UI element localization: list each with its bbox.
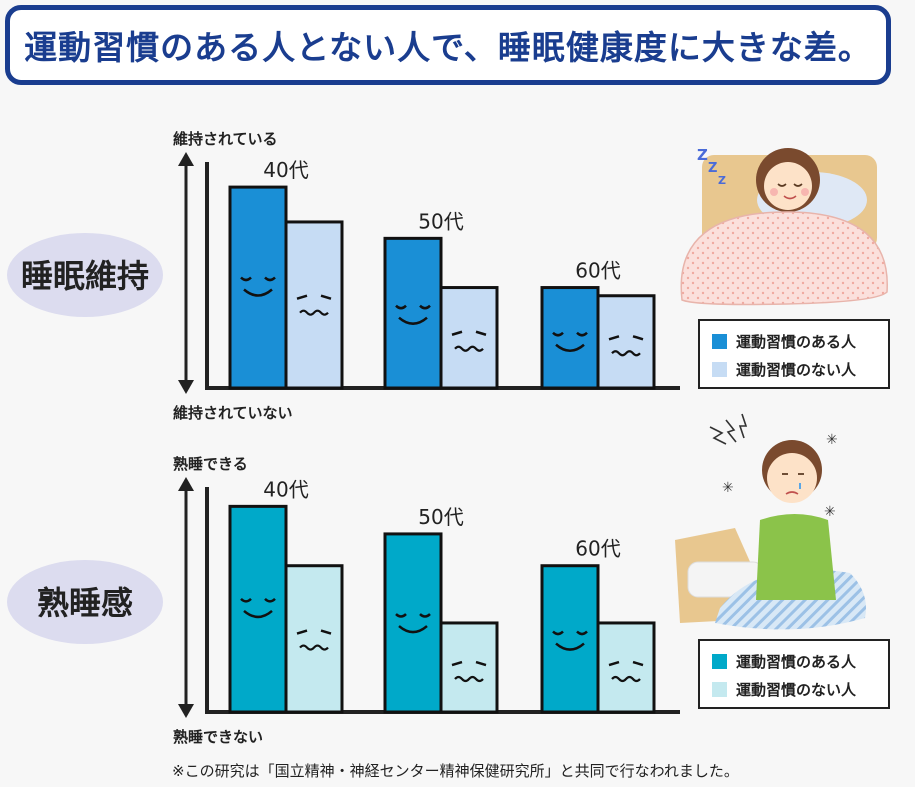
axis-frame <box>205 162 680 390</box>
bar-with-exercise <box>540 286 600 390</box>
frowning-face-icon <box>451 330 487 352</box>
arrow-up-head <box>178 152 194 166</box>
sleeping-woman-illustration: Z Z Z <box>680 146 888 306</box>
category-label: 60代 <box>575 259 620 283</box>
bar-without-exercise <box>284 220 344 390</box>
frowning-face-icon <box>608 335 644 357</box>
bar-with-exercise <box>540 564 600 714</box>
legend-label: 運動習慣のある人 <box>736 333 857 351</box>
legend-swatch <box>712 682 727 697</box>
arrow-down-head <box>178 704 194 718</box>
svg-text:✳: ✳ <box>824 504 836 520</box>
legend-swatch <box>712 334 727 349</box>
category-label: 40代 <box>263 158 308 182</box>
bar-without-exercise <box>439 621 499 714</box>
page-title: 運動習慣のある人とない人で、睡眠健康度に大きな差。 <box>24 28 872 67</box>
frowning-face-icon <box>451 660 487 683</box>
bar-with-exercise <box>383 236 443 390</box>
footnote: ※この研究は「国立精神・神経センター精神保健研究所」と共同で行なわれました。 <box>172 762 739 780</box>
svg-text:✳: ✳ <box>722 480 734 496</box>
frowning-face-icon <box>296 629 332 651</box>
smiling-face-icon <box>395 304 431 325</box>
smiling-face-icon <box>240 276 276 297</box>
y-label-bottom: 熟睡できない <box>173 728 263 746</box>
smiling-face-icon <box>552 630 588 651</box>
bar-without-exercise <box>439 286 499 390</box>
category-label: 60代 <box>575 537 620 561</box>
bar-without-exercise <box>596 294 656 390</box>
frowning-face-icon <box>296 294 332 316</box>
legend-swatch <box>712 654 727 669</box>
legend-label: 運動習慣のない人 <box>736 361 857 379</box>
bar-without-exercise <box>284 564 344 714</box>
bar-without-exercise <box>596 621 656 714</box>
legend-box <box>698 319 890 389</box>
chart-title: 熟睡感 <box>37 584 133 622</box>
arrow-up-head <box>178 477 194 491</box>
y-label-top: 維持されている <box>173 130 278 148</box>
y-label-top: 熟睡できる <box>173 455 248 473</box>
chart-title: 睡眠維持 <box>21 257 149 295</box>
chart-title-pill <box>7 560 163 644</box>
title-banner: 運動習慣のある人とない人で、睡眠健康度に大きな差。 <box>5 5 891 85</box>
legend-label: 運動習慣のない人 <box>736 681 857 699</box>
category-label: 40代 <box>263 477 308 501</box>
category-label: 50代 <box>418 209 463 233</box>
legend-swatch <box>712 362 727 377</box>
chart-title-pill <box>7 233 163 317</box>
svg-text:Z: Z <box>718 174 726 187</box>
svg-text:Z: Z <box>708 161 717 176</box>
svg-text:Z: Z <box>697 146 708 164</box>
smiling-face-icon <box>240 597 276 619</box>
tired-man-illustration: ✳ ✳ ✳ <box>675 413 866 630</box>
bar-with-exercise <box>383 532 443 714</box>
category-label: 50代 <box>418 505 463 529</box>
legend-box <box>698 639 890 709</box>
smiling-face-icon <box>552 331 588 352</box>
axis-frame <box>205 487 680 714</box>
arrow-down-head <box>178 380 194 394</box>
bar-with-exercise <box>228 185 288 390</box>
svg-text:✳: ✳ <box>826 432 838 448</box>
y-label-bottom: 維持されていない <box>173 404 293 422</box>
frowning-face-icon <box>608 660 644 683</box>
bar-with-exercise <box>228 504 288 714</box>
smiling-face-icon <box>395 613 431 634</box>
legend-label: 運動習慣のある人 <box>736 653 857 671</box>
